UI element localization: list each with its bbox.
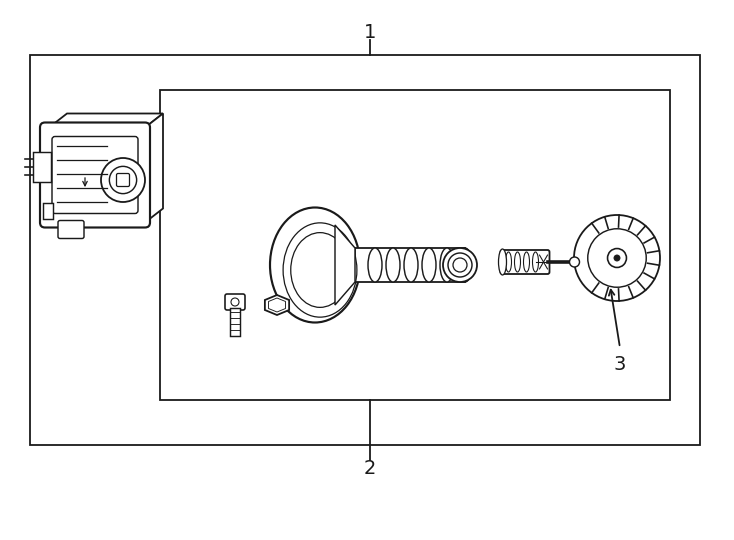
Ellipse shape: [506, 252, 512, 272]
Circle shape: [588, 229, 646, 287]
Polygon shape: [269, 298, 286, 312]
Circle shape: [443, 248, 477, 282]
Ellipse shape: [440, 248, 454, 282]
Polygon shape: [49, 113, 163, 127]
Text: 3: 3: [614, 355, 626, 375]
FancyBboxPatch shape: [501, 250, 550, 274]
Bar: [230, 308, 240, 336]
Polygon shape: [335, 225, 355, 305]
Polygon shape: [265, 295, 289, 315]
FancyBboxPatch shape: [117, 173, 129, 186]
Circle shape: [101, 158, 145, 202]
Circle shape: [614, 255, 620, 261]
FancyBboxPatch shape: [58, 220, 84, 239]
Bar: [160, 90, 670, 400]
Bar: [30, 55, 700, 445]
Bar: [43, 202, 53, 219]
FancyBboxPatch shape: [40, 123, 150, 227]
Circle shape: [448, 253, 472, 277]
Ellipse shape: [270, 207, 360, 322]
Ellipse shape: [422, 248, 436, 282]
Bar: [33, 152, 51, 182]
Ellipse shape: [404, 248, 418, 282]
Circle shape: [574, 215, 660, 301]
Polygon shape: [145, 113, 163, 222]
Circle shape: [231, 298, 239, 306]
Text: 1: 1: [364, 23, 377, 42]
Ellipse shape: [498, 249, 506, 275]
Ellipse shape: [532, 252, 539, 272]
Ellipse shape: [291, 233, 349, 307]
Circle shape: [453, 258, 467, 272]
Polygon shape: [355, 248, 465, 282]
Ellipse shape: [458, 248, 472, 282]
Ellipse shape: [368, 248, 382, 282]
Circle shape: [608, 248, 626, 267]
Text: 2: 2: [364, 458, 377, 477]
FancyBboxPatch shape: [225, 294, 245, 310]
FancyBboxPatch shape: [41, 124, 111, 226]
Ellipse shape: [283, 223, 357, 317]
Circle shape: [570, 257, 580, 267]
Ellipse shape: [523, 252, 529, 272]
Circle shape: [109, 166, 137, 194]
Ellipse shape: [386, 248, 400, 282]
FancyBboxPatch shape: [52, 137, 138, 213]
Ellipse shape: [515, 252, 520, 272]
